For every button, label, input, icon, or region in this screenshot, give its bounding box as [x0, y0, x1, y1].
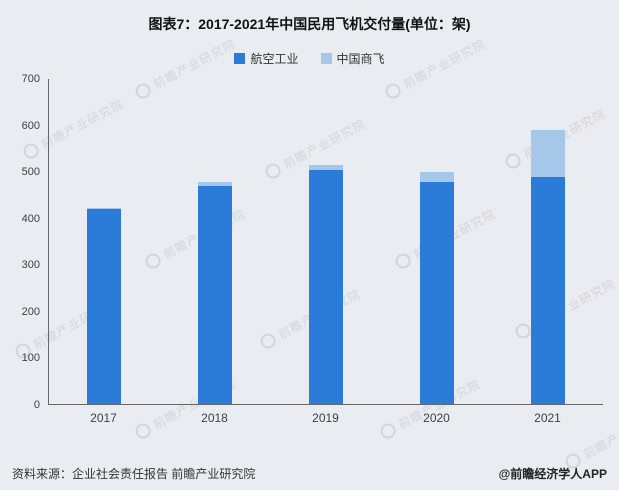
bar-group-2021 — [530, 79, 565, 404]
legend-swatch-comac — [320, 53, 332, 64]
x-tick-label: 2020 — [423, 411, 450, 425]
bar-segment-航空工业 — [198, 185, 233, 404]
y-tick-label: 100 — [21, 352, 40, 365]
x-tick-label: 2017 — [90, 411, 117, 425]
chart-legend: 航空工业 中国商飞 — [0, 50, 619, 67]
y-tick-label: 700 — [21, 73, 40, 85]
x-tick-label: 2018 — [201, 411, 228, 425]
x-tick-label: 2019 — [312, 411, 339, 425]
y-tick-label: 300 — [21, 259, 40, 272]
bar-segment-中国商飞 — [530, 130, 565, 177]
bar-segment-航空工业 — [308, 169, 343, 404]
y-axis: 0 100 200 300 400 500 600 700 — [8, 73, 48, 411]
bar-group-2017 — [87, 79, 122, 404]
bar-segment-中国商飞 — [198, 182, 233, 186]
plot-area — [48, 79, 603, 405]
bar-group-2018 — [198, 79, 233, 404]
bars-container — [49, 79, 603, 404]
legend-swatch-hangkong — [234, 53, 246, 64]
bar-segment-中国商飞 — [308, 164, 343, 170]
footer: 资料来源：企业社会责任报告 前瞻产业研究院 @前瞻经济学人APP — [12, 465, 607, 482]
bar-segment-航空工业 — [87, 209, 122, 404]
x-axis: 2017 2018 2019 2020 2021 — [48, 405, 603, 431]
y-tick-label: 200 — [21, 305, 40, 318]
credit-note: @前瞻经济学人APP — [498, 467, 607, 481]
y-tick-label: 400 — [21, 212, 40, 225]
x-tick-label: 2021 — [534, 411, 561, 425]
chart-title: 图表7：2017-2021年中国民用飞机交付量(单位：架) — [148, 16, 471, 32]
legend-label: 航空工业 — [250, 52, 299, 66]
bar-group-2020 — [419, 79, 454, 404]
chart-area: 0 100 200 300 400 500 600 700 2017 2018 2019 2020 2… — [8, 73, 603, 431]
bar-group-2019 — [308, 79, 343, 404]
y-tick-label: 0 — [33, 399, 40, 411]
legend-item-comac: 中国商飞 — [320, 50, 385, 67]
y-tick-label: 600 — [21, 119, 40, 132]
bar-segment-中国商飞 — [87, 208, 122, 209]
y-tick-label: 500 — [21, 166, 40, 179]
bar-segment-航空工业 — [530, 176, 565, 404]
legend-label: 中国商飞 — [336, 52, 385, 66]
bar-segment-中国商飞 — [419, 171, 454, 183]
legend-item-hangkong: 航空工业 — [234, 50, 299, 67]
bar-segment-航空工业 — [419, 182, 454, 404]
source-note: 资料来源：企业社会责任报告 前瞻产业研究院 — [12, 467, 256, 481]
